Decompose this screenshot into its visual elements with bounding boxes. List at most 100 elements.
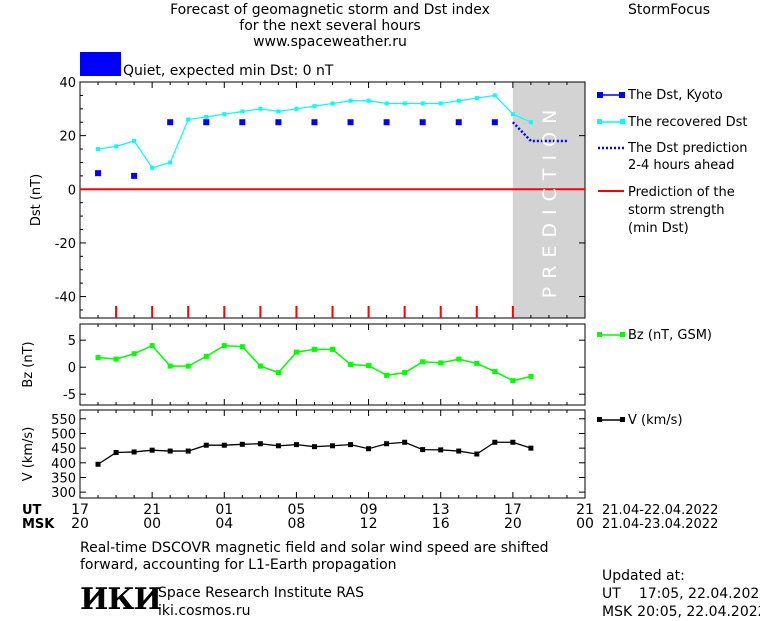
dst-kyoto-point [419, 119, 426, 126]
institute-block: Space Research Institute RAS iki.cosmos.… [158, 584, 364, 620]
dst-recovered-point [330, 101, 335, 106]
v-point [492, 439, 498, 445]
updated-msk-value: 20:05, 22.04.2022 [637, 604, 760, 620]
dst-recovered-point [114, 144, 119, 149]
v-point [456, 448, 462, 454]
footnote: Real-time DSCOVR magnetic field and sola… [80, 540, 549, 574]
legend-bz-marker [620, 332, 625, 337]
dst-recovered-point [474, 96, 479, 101]
legend-dst-kyoto-marker [619, 92, 625, 98]
v-plot-frame [79, 409, 586, 499]
ut-tick-label: 17 [504, 502, 522, 518]
v-y-tick-label: 450 [51, 442, 76, 457]
bz-point [113, 356, 119, 362]
dst-y-tick-label: 40 [59, 76, 76, 91]
v-point [366, 446, 372, 452]
v-point [185, 448, 191, 454]
ut-tick-label: 01 [215, 502, 233, 518]
bz-point [131, 351, 137, 357]
dst-recovered-point [366, 98, 371, 103]
legend-v-marker [597, 417, 602, 422]
msk-tick-label: 00 [576, 516, 594, 532]
bz-point [95, 354, 101, 360]
v-point [510, 439, 516, 445]
dst-y-axis-label: Dst (nT) [29, 174, 44, 226]
dst-kyoto-point [203, 119, 210, 126]
bz-point [438, 360, 444, 366]
ut-tick-label: 05 [288, 502, 306, 518]
bz-point [492, 369, 498, 375]
bz-point [239, 344, 245, 350]
ut-tick-label: 21 [143, 502, 161, 518]
dst-kyoto-point [347, 119, 354, 126]
v-point [203, 442, 209, 448]
legend-dst-kyoto: The Dst, Kyoto [628, 88, 723, 103]
msk-tick-label: 04 [215, 516, 233, 532]
updated-block: Updated at: UT 17:05, 22.04.2022 MSK 20:05… [602, 567, 760, 621]
v-point [474, 451, 480, 457]
legend-dst-prediction-sub: 2-4 hours ahead [628, 158, 735, 173]
source-url: www.spaceweather.ru [253, 34, 407, 50]
v-point [384, 441, 390, 447]
chart-title-block: Forecast of geomagnetic storm and Dst in… [120, 2, 540, 50]
chart-subtitle: for the next several hours [239, 18, 421, 34]
dst-prediction-line [511, 121, 567, 143]
v-point [113, 450, 119, 456]
bz-point [474, 360, 480, 366]
dst-recovered-point [420, 101, 425, 106]
dst-recovered-point [438, 101, 443, 106]
bz-point [330, 346, 335, 352]
bz-point [149, 343, 155, 349]
legend-dst-recovered: The recovered Dst [628, 115, 748, 130]
bz-y-axis-label: Bz (nT) [21, 341, 36, 387]
dst-recovered-point [150, 165, 155, 170]
ut-axis-label: UT [22, 503, 42, 518]
legend-dst-recovered-marker [597, 119, 602, 124]
bz-y-tick-label: 5 [68, 334, 76, 349]
status-swatch [80, 52, 121, 76]
dst-y-tick-label: -40 [55, 291, 76, 306]
v-point [131, 449, 137, 455]
bz-point [203, 353, 209, 359]
bz-point [456, 356, 462, 362]
bz-point [510, 378, 516, 384]
dst-recovered-point [348, 98, 353, 103]
legend-storm-strength-2: storm strength [628, 203, 725, 218]
legend-bz: Bz (nT, GSM) [628, 328, 713, 343]
dst-recovered-point [132, 139, 137, 143]
dst-kyoto-point [131, 172, 138, 179]
v-y-axis-label: V (km/s) [21, 427, 36, 482]
bz-point [185, 363, 191, 369]
updated-ut-label: UT [602, 586, 621, 602]
msk-date-range: 21.04-23.04.2022 [602, 517, 719, 532]
ut-tick-label: 21 [576, 502, 594, 518]
legend-v-marker [620, 417, 625, 422]
dst-recovered-point [402, 101, 407, 106]
msk-tick-label: 00 [143, 516, 161, 532]
bz-point [293, 349, 299, 355]
legend-v: V (km/s) [628, 413, 683, 428]
legend-dst-recovered-marker [620, 119, 625, 124]
chart-title: Forecast of geomagnetic storm and Dst in… [170, 2, 490, 18]
dst-recovered-point [294, 106, 299, 111]
bz-point [366, 363, 372, 369]
legend-dst-prediction: The Dst prediction [628, 141, 748, 156]
dst-recovered-point [384, 101, 389, 106]
v-point [528, 445, 534, 451]
v-point [348, 442, 354, 448]
v-y-tick-label: 300 [51, 486, 76, 501]
dst-recovered-point [96, 147, 101, 152]
v-point [438, 447, 444, 453]
institute-link[interactable]: iki.cosmos.ru [158, 603, 251, 619]
dst-kyoto-point [311, 119, 318, 126]
msk-tick-label: 20 [504, 516, 522, 532]
dst-y-tick-label: 20 [59, 130, 76, 145]
v-point [420, 447, 426, 453]
bz-point [275, 370, 281, 376]
v-point [293, 442, 299, 448]
dst-recovered-point [240, 109, 245, 114]
dst-recovered-point [168, 160, 173, 165]
msk-axis-label: MSK [22, 517, 55, 532]
dst-recovered-point [258, 106, 263, 111]
bz-point [402, 370, 408, 376]
